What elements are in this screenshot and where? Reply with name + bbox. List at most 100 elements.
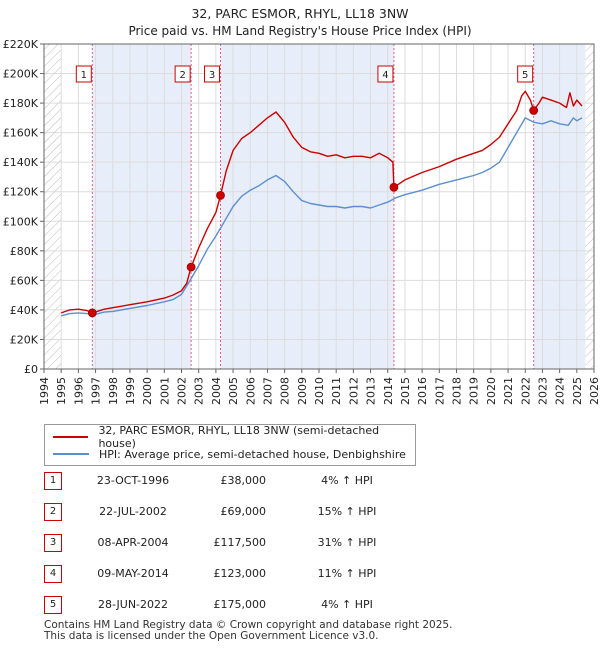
legend-swatch-hpi [53, 453, 89, 455]
x-tick-label: 1995 [55, 377, 68, 405]
chart-subtitle: Price paid vs. HM Land Registry's House … [128, 24, 471, 38]
y-tick-label: £0 [24, 363, 38, 376]
y-tick-label: £40K [10, 304, 39, 317]
transaction-date: 28-JUN-2022 [97, 598, 169, 611]
x-tick-label: 2016 [416, 377, 429, 405]
y-tick-label: £140K [3, 156, 39, 169]
ownership-shade [92, 44, 192, 369]
transaction-date: 09-MAY-2014 [97, 567, 169, 580]
transaction-date: 23-OCT-1996 [96, 474, 170, 487]
marker-box-1 [75, 65, 92, 83]
x-tick-label: 2010 [313, 377, 326, 405]
plot-border [43, 43, 595, 370]
x-tick-label: 2012 [347, 377, 360, 405]
marker-label-4: 4 [382, 70, 388, 81]
marker-label-5: 5 [522, 70, 528, 81]
y-tick-label: £100K [3, 215, 39, 228]
x-tick-label: 2015 [399, 377, 412, 405]
transaction-price: £117,500 [213, 536, 267, 549]
price-chart: 32, PARC ESMOR, RHYL, LL18 3NW Price pai… [3, 6, 600, 405]
x-tick-label: 2000 [141, 377, 154, 405]
y-tick-label: £60K [10, 274, 39, 287]
transaction-row: 4 09-MAY-2014 £123,000 11% ↑ HPI [44, 565, 564, 583]
x-tick-label: 1999 [124, 377, 137, 405]
legend-label-hpi: HPI: Average price, semi-detached house,… [99, 447, 406, 461]
x-tick-label: 2009 [296, 377, 309, 405]
y-tick-label: £160K [3, 127, 39, 140]
sale-point-5 [529, 106, 539, 115]
transaction-hpi: 4% ↑ HPI [321, 598, 373, 611]
x-tick-label: 1998 [107, 377, 120, 405]
y-tick-label: £120K [3, 186, 39, 199]
property-price-line [60, 90, 583, 314]
x-tick-label: 2011 [330, 377, 343, 405]
x-tick-label: 1994 [38, 377, 51, 405]
x-tick-label: 2013 [365, 377, 378, 405]
transaction-price: £38,000 [220, 474, 267, 487]
footer-copyright: Contains HM Land Registry data © Crown c… [44, 619, 453, 631]
x-tick-label: 2025 [571, 377, 584, 405]
y-tick-label: £220K [3, 38, 39, 51]
x-tick-label: 2001 [158, 377, 171, 405]
x-tick-label: 2020 [485, 377, 498, 405]
sale-point-1 [87, 308, 97, 318]
x-tick-label: 2026 [588, 377, 600, 405]
y-tick-label: £200K [3, 68, 39, 81]
x-tick-label: 2019 [468, 377, 481, 405]
marker-label-3: 3 [209, 70, 215, 81]
x-tick-label: 2003 [193, 377, 206, 405]
x-tick-label: 1997 [90, 377, 103, 405]
x-tick-label: 2021 [502, 377, 515, 405]
transaction-hpi: 15% ↑ HPI [317, 505, 377, 518]
x-tick-label: 2022 [519, 377, 532, 405]
y-tick-label: £20K [10, 333, 39, 346]
legend-entry-hpi: HPI: Average price, semi-detached house,… [53, 446, 406, 462]
transaction-price: £123,000 [213, 567, 267, 580]
marker-box-5 [517, 65, 534, 83]
y-tick-label: £80K [10, 245, 39, 258]
no-data-hatch [44, 44, 62, 369]
legend-label-property: 32, PARC ESMOR, RHYL, LL18 3NW (semi-det… [98, 424, 380, 450]
legend-swatch-property [53, 436, 89, 438]
transaction-hpi: 11% ↑ HPI [317, 567, 377, 580]
transaction-price: £69,000 [220, 505, 267, 518]
x-tick-label: 2017 [433, 377, 446, 405]
footer: Contains HM Land Registry data © Crown c… [44, 620, 452, 642]
transaction-number: 1 [44, 472, 62, 490]
x-tick-label: 2002 [176, 377, 189, 405]
transaction-number: 5 [44, 596, 62, 614]
x-tick-label: 2023 [536, 377, 549, 405]
legend: 32, PARC ESMOR, RHYL, LL18 3NW (semi-det… [44, 424, 416, 466]
transaction-hpi: 4% ↑ HPI [321, 474, 373, 487]
transaction-row: 1 23-OCT-1996 £38,000 4% ↑ HPI [44, 472, 564, 490]
transaction-row: 2 22-JUL-2002 £69,000 15% ↑ HPI [44, 503, 564, 521]
x-tick-label: 2005 [227, 377, 240, 405]
x-tick-label: 2004 [210, 377, 223, 405]
transaction-date: 22-JUL-2002 [99, 505, 167, 518]
transaction-row: 5 28-JUN-2022 £175,000 4% ↑ HPI [44, 596, 564, 614]
transaction-number: 3 [44, 534, 62, 552]
x-tick-label: 2008 [279, 377, 292, 405]
x-tick-label: 2014 [382, 377, 395, 405]
transaction-hpi: 31% ↑ HPI [317, 536, 377, 549]
x-tick-label: 1996 [72, 377, 85, 405]
marker-box-2 [174, 65, 191, 83]
no-data-hatch [585, 44, 594, 369]
hpi-line [61, 117, 583, 317]
marker-label-1: 1 [81, 70, 87, 81]
x-tick-label: 2024 [554, 377, 567, 405]
sale-point-3 [216, 191, 225, 200]
x-tick-label: 2007 [261, 377, 274, 405]
marker-box-3 [204, 65, 221, 83]
x-tick-label: 2006 [244, 377, 257, 405]
transaction-price: £175,000 [213, 598, 267, 611]
legend-entry-property: 32, PARC ESMOR, RHYL, LL18 3NW (semi-det… [53, 424, 415, 450]
y-tick-label: £180K [3, 97, 39, 110]
sale-point-2 [186, 262, 196, 272]
transaction-number: 4 [44, 565, 62, 583]
transaction-number: 2 [44, 503, 62, 521]
footer-license: This data is licensed under the Open Gov… [44, 630, 379, 642]
ownership-shade [220, 44, 394, 369]
chart-title: 32, PARC ESMOR, RHYL, LL18 3NW [191, 6, 408, 21]
transaction-date: 08-APR-2004 [97, 536, 169, 549]
